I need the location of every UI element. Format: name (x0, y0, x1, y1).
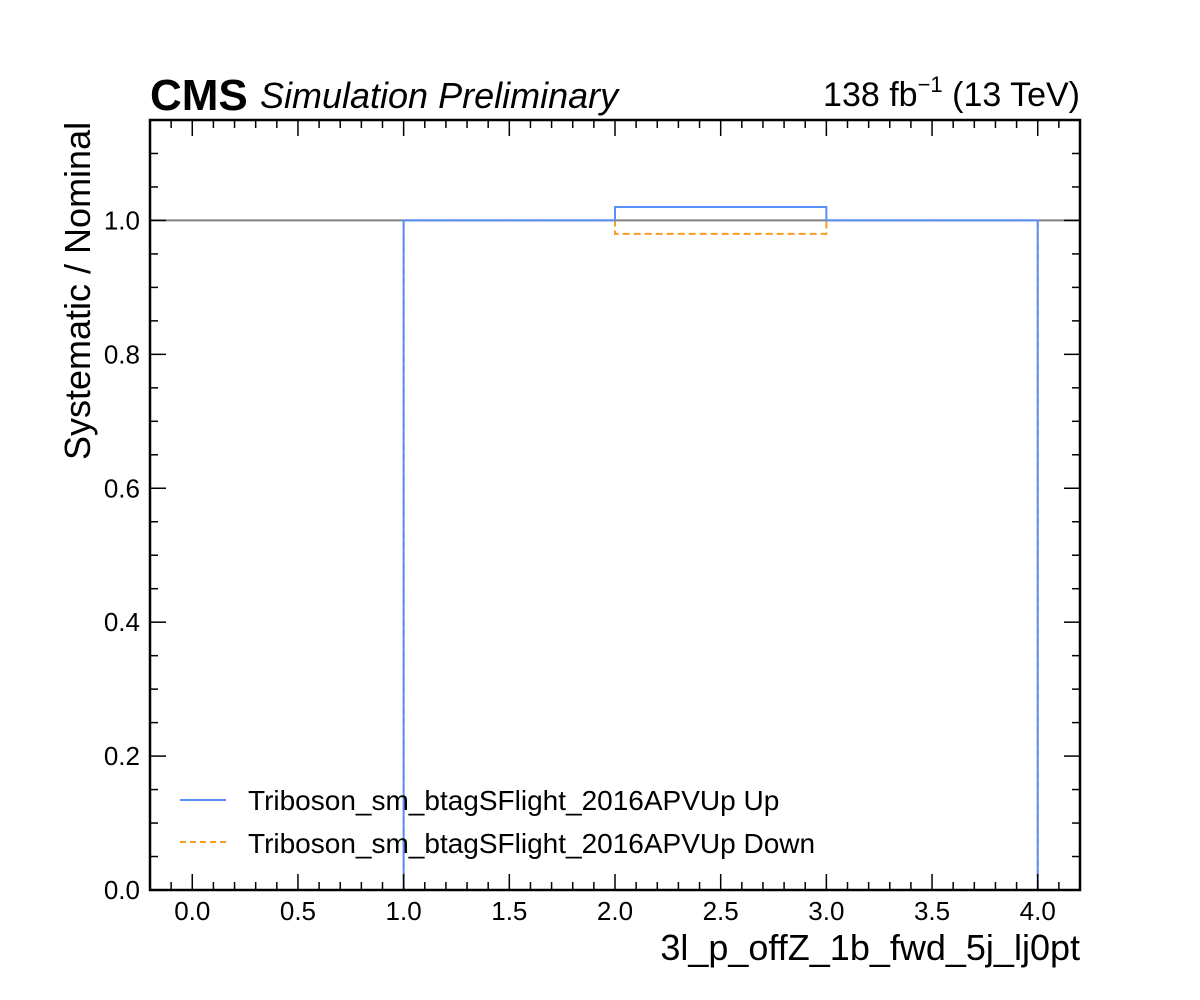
y-tick-label: 0.6 (104, 473, 140, 503)
data-layer (150, 206, 1080, 890)
legend-entry-up: Triboson_sm_btagSFlight_2016APVUp Up (248, 785, 779, 816)
x-tick-label: 0.5 (280, 896, 316, 926)
x-tick-label: 3.0 (808, 896, 844, 926)
axes-layer: 0.0 0.5 1.0 1.5 2.0 2.5 3.0 3.5 4.0 0.0 0.2 0.4 0.6 0… (104, 118, 1082, 926)
plot-frame (148, 118, 1082, 892)
y-tick-label: 1.0 (104, 205, 140, 235)
y-tick-label: 0.2 (104, 741, 140, 771)
x-tick-label: 4.0 (1020, 896, 1056, 926)
status-label: Simulation Preliminary (260, 75, 620, 116)
x-tick-label: 0.0 (174, 896, 210, 926)
x-tick-label: 3.5 (914, 896, 950, 926)
lumi-label: 138 fb−1 (13 TeV) (823, 72, 1080, 114)
x-tick-label: 1.0 (386, 896, 422, 926)
y-axis-title: Systematic / Nominal (57, 122, 98, 460)
x-tick-label: 2.5 (703, 896, 739, 926)
legend: Triboson_sm_btagSFlight_2016APVUp Up Tri… (180, 785, 815, 859)
y-tick-label: 0.8 (104, 339, 140, 369)
y-tick-label: 0.0 (104, 875, 140, 905)
x-axis-title: 3l_p_offZ_1b_fwd_5j_lj0pt (660, 927, 1080, 968)
x-tick-label: 1.5 (491, 896, 527, 926)
y-tick-label: 0.4 (104, 607, 140, 637)
experiment-label: CMS (150, 71, 248, 120)
x-tick-label: 2.0 (597, 896, 633, 926)
legend-entry-down: Triboson_sm_btagSFlight_2016APVUp Down (248, 828, 815, 859)
series-up-step (402, 206, 1039, 890)
